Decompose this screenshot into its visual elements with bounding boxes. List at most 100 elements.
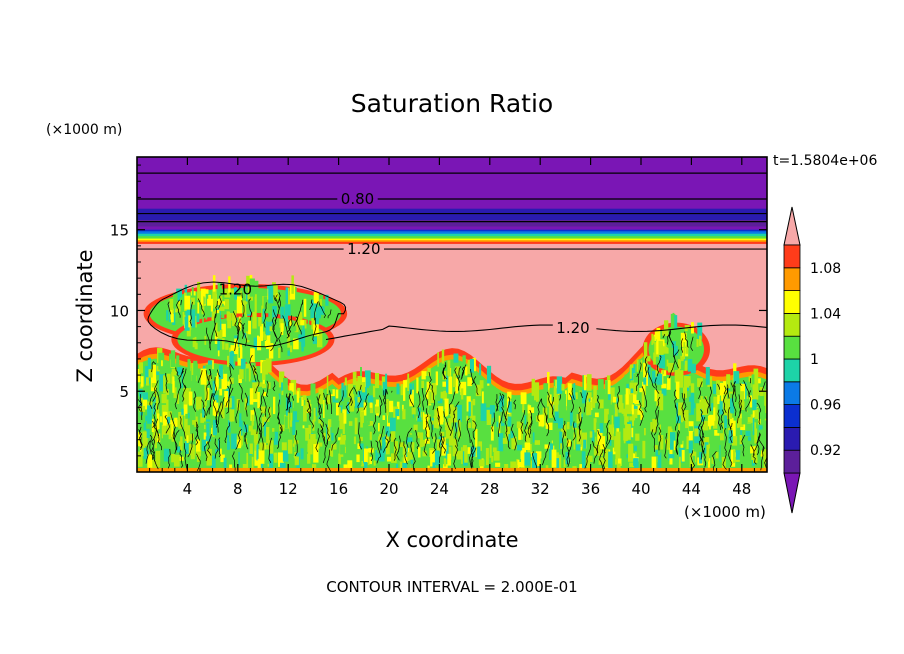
turbulence-cell xyxy=(167,411,172,420)
x-axis-title: X coordinate xyxy=(385,528,518,552)
turbulence-cell xyxy=(431,420,434,425)
turbulence-cell xyxy=(359,411,364,417)
turbulence-cell xyxy=(645,361,648,374)
turbulence-cell xyxy=(254,294,257,313)
turbulence-cell xyxy=(363,448,369,463)
unity-contour-line xyxy=(155,387,160,410)
colorbar-over-arrow xyxy=(783,206,801,246)
turbulence-cell xyxy=(713,396,718,415)
turbulence-cell xyxy=(206,423,210,441)
turbulence-cell xyxy=(238,316,241,331)
unity-contour-line xyxy=(584,392,589,413)
turbulence-cell xyxy=(752,417,755,436)
turbulence-cell xyxy=(328,404,334,419)
turbulence-cell xyxy=(753,368,759,387)
turbulence-cell xyxy=(663,376,668,384)
turbulence-cell xyxy=(435,371,438,386)
unity-contour-line xyxy=(709,386,713,412)
unity-contour-line xyxy=(453,401,460,416)
unity-contour-line xyxy=(505,396,511,420)
turbulence-cell xyxy=(395,409,400,417)
turbulence-cell xyxy=(283,321,286,333)
turbulence-cell xyxy=(213,304,217,309)
x-tick-label: 32 xyxy=(531,480,550,498)
turbulence-cell xyxy=(632,408,638,419)
colorbar-swatch xyxy=(783,312,801,337)
unity-contour-line xyxy=(722,387,728,414)
unity-contour-line xyxy=(532,451,537,469)
unity-contour-line xyxy=(173,428,177,454)
turbulence-cell xyxy=(312,464,317,472)
unity-contour-line xyxy=(741,434,746,457)
turbulence-cell xyxy=(673,315,678,329)
unity-contour-line xyxy=(358,422,363,450)
turbulence-cell xyxy=(303,298,307,317)
turbulence-cell xyxy=(231,396,235,410)
turbulence-cell xyxy=(678,456,681,469)
turbulence-cell xyxy=(419,432,424,448)
turbulence-cell xyxy=(344,377,347,390)
upper-band-dark xyxy=(137,208,767,222)
turbulence-cell xyxy=(188,391,193,406)
unity-contour-line xyxy=(323,392,328,405)
unity-contour-line xyxy=(197,370,203,384)
turbulence-cell xyxy=(567,421,570,430)
turbulence-cell xyxy=(203,411,209,418)
turbulence-cell xyxy=(593,418,597,433)
turbulence-cell xyxy=(263,333,268,341)
turbulence-cell xyxy=(267,382,271,389)
turbulence-cell xyxy=(711,390,715,402)
turbulence-cell xyxy=(748,375,752,382)
turbulence-cell xyxy=(605,380,608,398)
unity-contour-line xyxy=(294,430,298,457)
turbulence-cell xyxy=(589,431,593,438)
turbulence-cell xyxy=(265,323,270,336)
turbulence-cell xyxy=(177,367,183,375)
turbulence-cell xyxy=(167,373,171,384)
turbulence-cell xyxy=(310,383,316,401)
turbulence-cell xyxy=(426,414,431,420)
turbulence-cell xyxy=(621,408,626,416)
turbulence-cell xyxy=(707,415,712,427)
turbulence-cell xyxy=(214,313,220,332)
unity-contour-line xyxy=(559,394,562,401)
unity-contour-line xyxy=(603,432,612,454)
turbulence-cell xyxy=(240,290,243,299)
unity-contour-line xyxy=(260,423,264,451)
turbulence-cell xyxy=(294,325,297,332)
unity-contour-line xyxy=(513,399,516,410)
colorbar-swatch xyxy=(783,426,801,451)
unity-contour-line xyxy=(363,393,369,410)
y-tick-label: 5 xyxy=(119,383,129,401)
turbulence-cell xyxy=(372,425,376,438)
turbulence-cell xyxy=(600,436,606,450)
turbulence-cell xyxy=(264,341,271,347)
turbulence-cell xyxy=(693,403,696,409)
turbulence-cell xyxy=(191,309,196,328)
turbulence-cell xyxy=(670,331,676,349)
turbulence-cell xyxy=(717,389,720,405)
turbulence-cell xyxy=(492,447,497,452)
turbulence-cell xyxy=(273,396,276,415)
turbulence-cell xyxy=(447,453,451,466)
turbulence-cell xyxy=(296,415,302,420)
turbulence-cell xyxy=(556,376,563,394)
turbulence-cell xyxy=(698,335,702,346)
turbulence-cell xyxy=(266,413,269,419)
unity-contour-line xyxy=(491,412,495,432)
turbulence-cell xyxy=(367,395,374,403)
turbulence-cell xyxy=(280,306,285,319)
turbulence-cell xyxy=(472,357,476,372)
unity-contour-line xyxy=(379,425,385,451)
turbulence-cell xyxy=(227,381,230,386)
turbulence-cell xyxy=(662,369,664,375)
turbulence-cell xyxy=(508,401,512,413)
turbulence-cell xyxy=(347,384,354,398)
turbulence-cell xyxy=(229,464,234,469)
colorbar-swatch xyxy=(783,358,801,383)
turbulence-cell xyxy=(683,342,686,360)
turbulence-cell xyxy=(579,464,582,471)
turbulence-cell xyxy=(318,306,325,315)
turbulence-cell xyxy=(360,443,366,449)
turbulence-cell xyxy=(516,421,522,429)
